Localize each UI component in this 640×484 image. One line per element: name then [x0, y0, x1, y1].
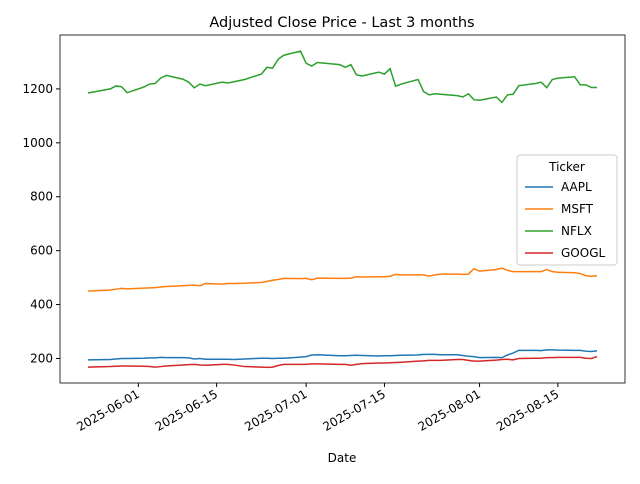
chart-title: Adjusted Close Price - Last 3 months	[209, 15, 474, 31]
series-line	[87, 349, 598, 361]
y-tick-label: 1000	[22, 136, 53, 150]
x-tick-label: 2025-08-15	[494, 387, 561, 434]
legend-label: AAPL	[561, 180, 592, 194]
y-tick-label: 800	[30, 190, 53, 204]
y-tick-label: 200	[30, 351, 53, 365]
x-tick-label: 2025-08-01	[416, 387, 483, 434]
series-line	[87, 50, 598, 104]
x-axis-label: Date	[328, 451, 357, 465]
x-tick-label: 2025-07-15	[321, 387, 388, 434]
legend-box	[516, 154, 618, 266]
legend-label: GOOGL	[561, 246, 605, 260]
series-line	[87, 267, 598, 292]
series-line	[87, 355, 598, 369]
y-tick-label: 600	[30, 244, 53, 258]
plot-frame	[59, 34, 626, 384]
x-tick-label: 2025-07-01	[242, 387, 309, 434]
y-tick-label: 1200	[22, 82, 53, 96]
legend-label: NFLX	[561, 224, 592, 238]
x-tick-label: 2025-06-01	[74, 387, 141, 434]
x-tick-label: 2025-06-15	[153, 387, 220, 434]
legend-title: Ticker	[548, 160, 585, 174]
y-tick-label: 400	[30, 298, 53, 312]
legend-label: MSFT	[561, 202, 594, 216]
